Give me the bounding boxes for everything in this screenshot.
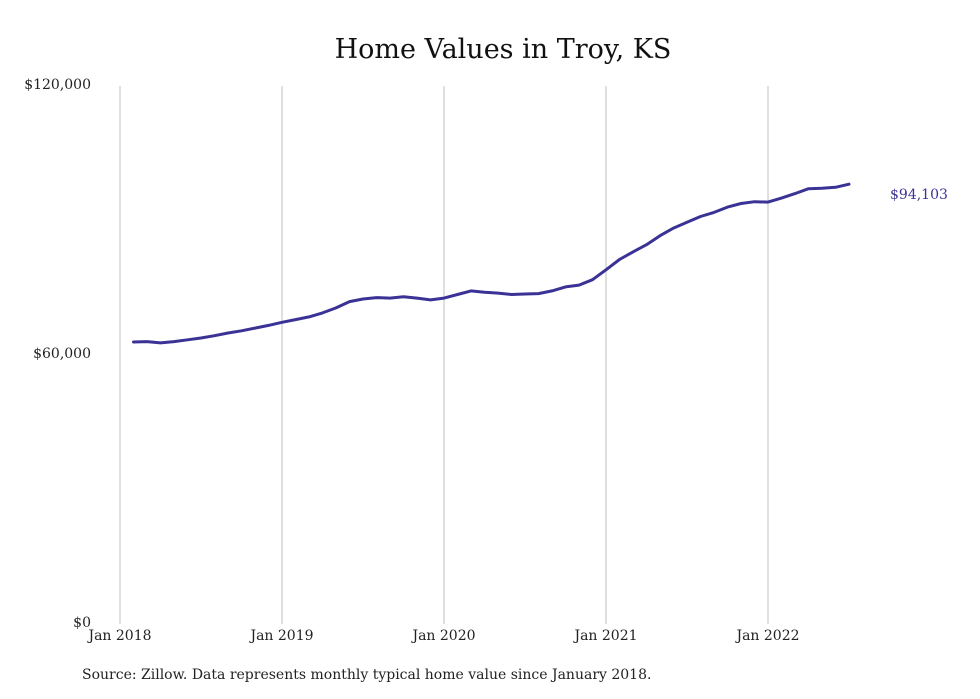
- x-tick-label: Jan 2021: [572, 628, 637, 644]
- x-tick-label: Jan 2022: [734, 628, 799, 644]
- end-value-label: $94,103: [890, 187, 948, 203]
- source-note: Source: Zillow. Data represents monthly …: [82, 667, 652, 683]
- x-tick-label: Jan 2019: [248, 628, 313, 644]
- x-axis-ticks: Jan 2018 Jan 2019 Jan 2020 Jan 2021 Jan 2022: [86, 628, 799, 644]
- y-axis-ticks: $0 $60,000 $120,000: [24, 77, 91, 631]
- y-tick-label: $0: [73, 615, 91, 631]
- y-tick-label: $60,000: [33, 346, 91, 362]
- home-value-series-line: [132, 182, 851, 345]
- vertical-gridlines: [119, 86, 769, 624]
- chart-title: Home Values in Troy, KS: [335, 34, 672, 65]
- x-tick-label: Jan 2020: [410, 628, 475, 644]
- x-tick-label: Jan 2018: [86, 628, 151, 644]
- y-tick-label: $120,000: [24, 77, 91, 93]
